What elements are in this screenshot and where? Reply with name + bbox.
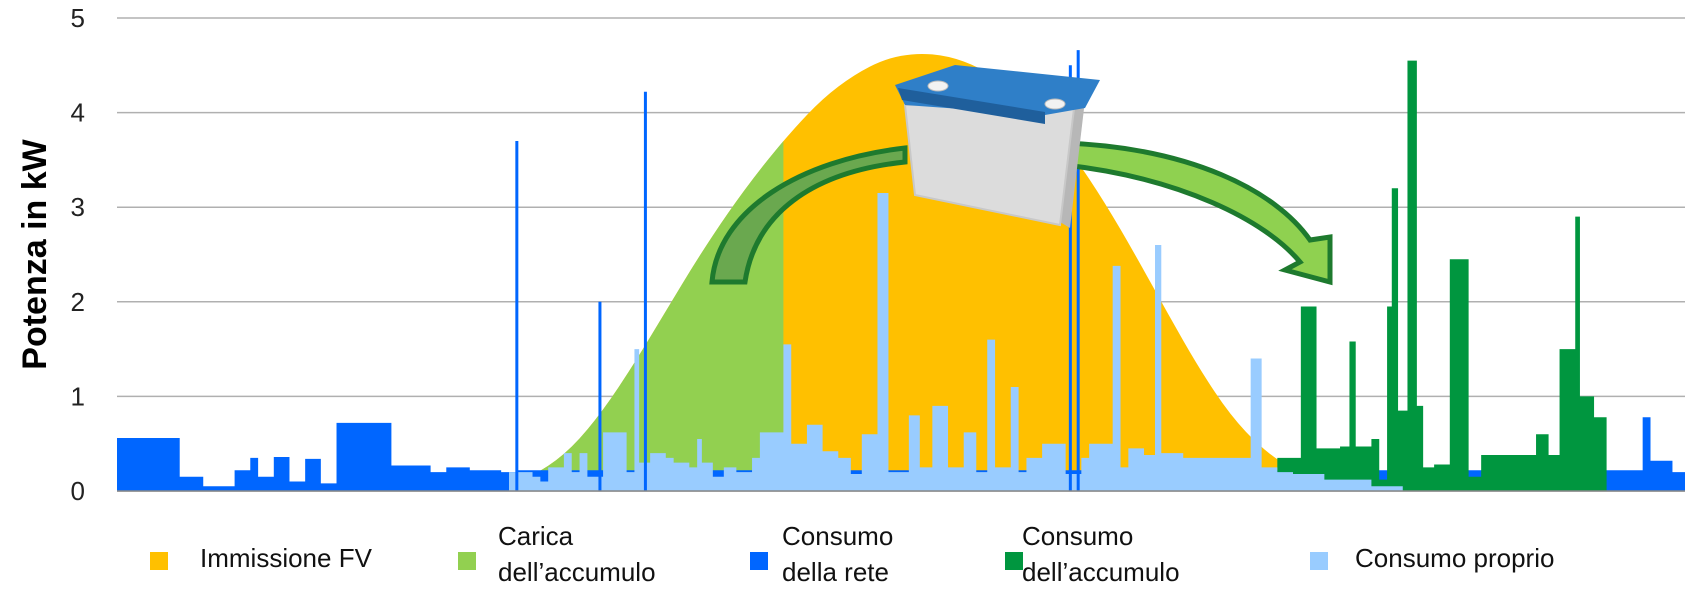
legend: Immissione FV Carica dell’accumulo Consumo d… [150,521,1554,587]
legend-label: dell’accumulo [498,557,656,587]
legend-label: Carica [498,521,574,551]
plot-area [117,50,1685,492]
legend-item-consumo_proprio: Consumo proprio [1310,543,1554,573]
y-tick-label: 4 [71,98,85,128]
legend-label: Consumo [1022,521,1133,551]
legend-swatch [1005,552,1023,570]
legend-item-carica_accumulo: Carica dell’accumulo [458,521,656,587]
battery-terminal-right [1044,98,1066,110]
arrow-to-battery [709,145,908,285]
y-tick-label: 1 [71,381,85,411]
y-tick-label: 0 [71,476,85,506]
legend-swatch [150,552,168,570]
arrow-from-battery [1062,140,1333,286]
legend-swatch [458,552,476,570]
y-axis-label: Potenza in kW [16,138,54,369]
legend-item-consumo_accumulo: Consumo dell’accumulo [1005,521,1180,587]
storage-consumption-area [1277,60,1607,491]
legend-swatch [750,552,768,570]
legend-item-consumo_rete: Consumo della rete [750,521,893,587]
pv-feed-in-area [117,53,1685,492]
legend-label: Consumo [782,521,893,551]
legend-swatch [1310,552,1328,570]
y-axis-ticks: 0 1 2 3 4 5 [71,3,85,506]
legend-label: della rete [782,557,889,587]
battery-terminal-left [927,80,949,92]
y-tick-label: 3 [71,192,85,222]
storage-charge-area [540,141,784,491]
legend-label: Immissione FV [200,543,373,573]
legend-label: Consumo proprio [1355,543,1554,573]
legend-label: dell’accumulo [1022,557,1180,587]
y-tick-label: 2 [71,287,85,317]
battery-body-side [1060,95,1085,228]
battery-illustration [709,65,1333,286]
legend-item-immissione_fv: Immissione FV [150,543,373,573]
y-tick-label: 5 [71,3,85,33]
battery-lid-front [898,88,1045,124]
